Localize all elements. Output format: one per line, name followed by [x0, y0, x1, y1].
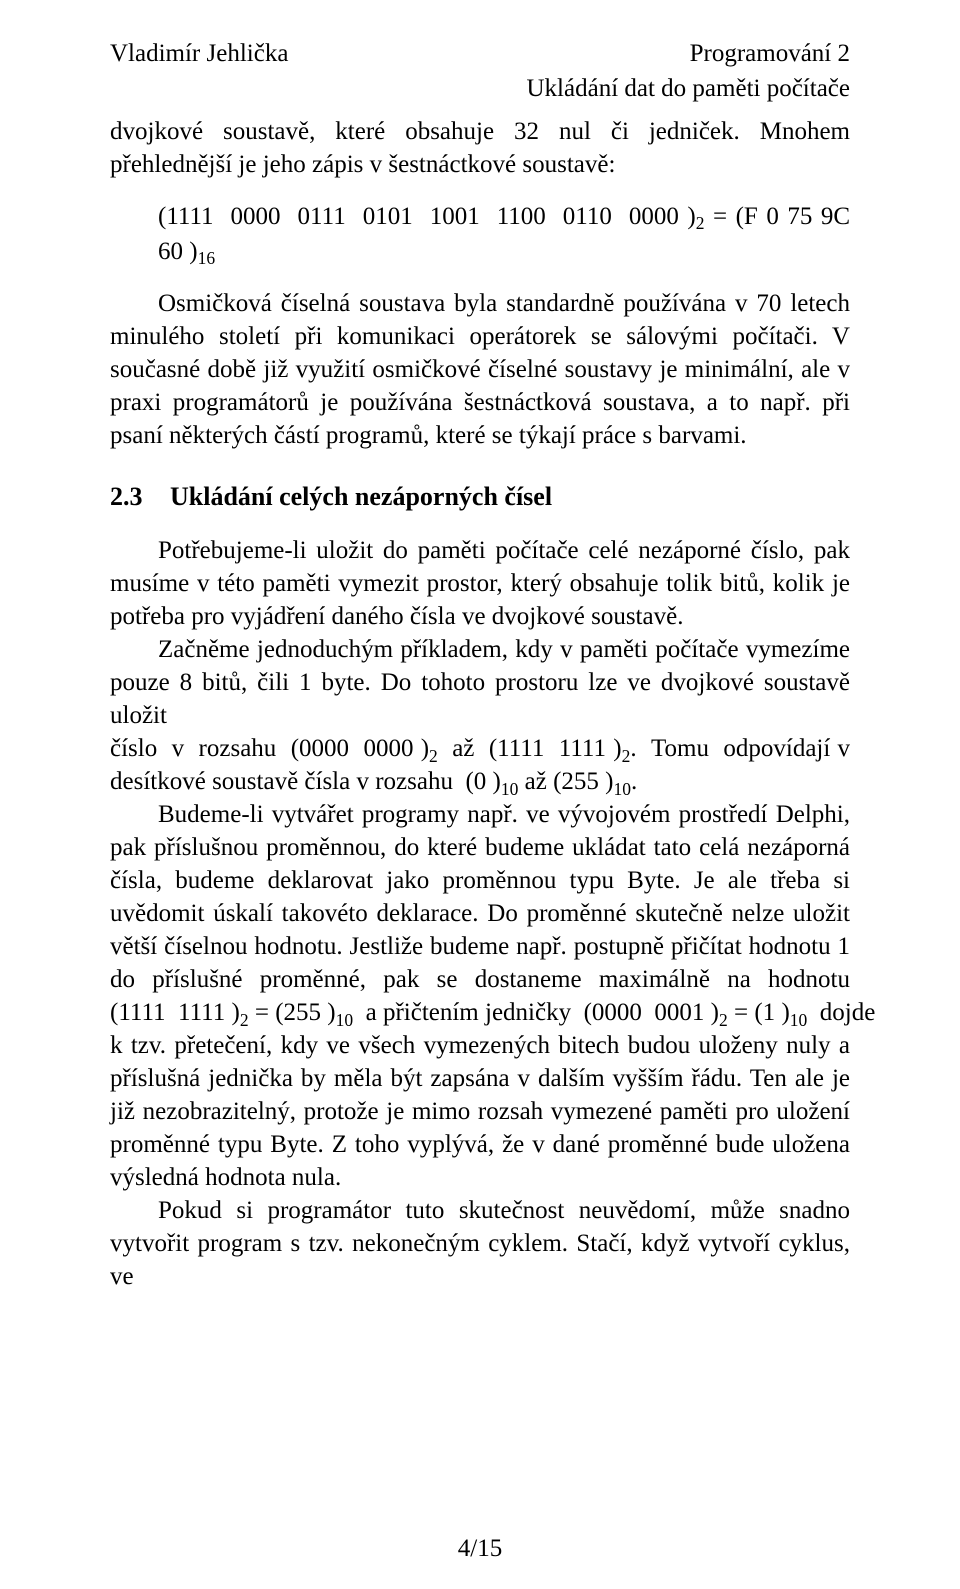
- page-header: Vladimír Jehlička Programování 2: [110, 38, 850, 71]
- paragraph-2: Osmičková číselná soustava byla standard…: [110, 287, 850, 452]
- body: dvojkové soustavě, které obsahuje 32 nul…: [110, 115, 850, 1293]
- chapter-title: Ukládání dat do paměti počítače: [110, 73, 850, 106]
- header-author: Vladimír Jehlička: [110, 38, 288, 71]
- paragraph-6: Pokud si programátor tuto skutečnost neu…: [110, 1194, 850, 1293]
- paragraph-5: Budeme-li vytvářet programy např. ve výv…: [110, 798, 850, 1194]
- page: Vladimír Jehlička Programování 2 Ukládán…: [0, 0, 960, 1589]
- paragraph-1: dvojkové soustavě, které obsahuje 32 nul…: [110, 115, 850, 181]
- formula-1: (1111 0000 0111 0101 1001 1100 0110 0000…: [110, 199, 850, 269]
- page-number: 4/15: [0, 1535, 960, 1563]
- section-heading: Ukládání celých nezáporných čísel: [170, 482, 552, 511]
- paragraph-3: Potřebujeme-li uložit do paměti počítače…: [110, 534, 850, 633]
- section-2-3-title: 2.3Ukládání celých nezáporných čísel: [110, 480, 850, 514]
- header-course: Programování 2: [690, 38, 850, 71]
- paragraph-4: Začněme jednoduchým příkladem, kdy v pam…: [110, 633, 850, 798]
- section-number: 2.3: [110, 480, 170, 514]
